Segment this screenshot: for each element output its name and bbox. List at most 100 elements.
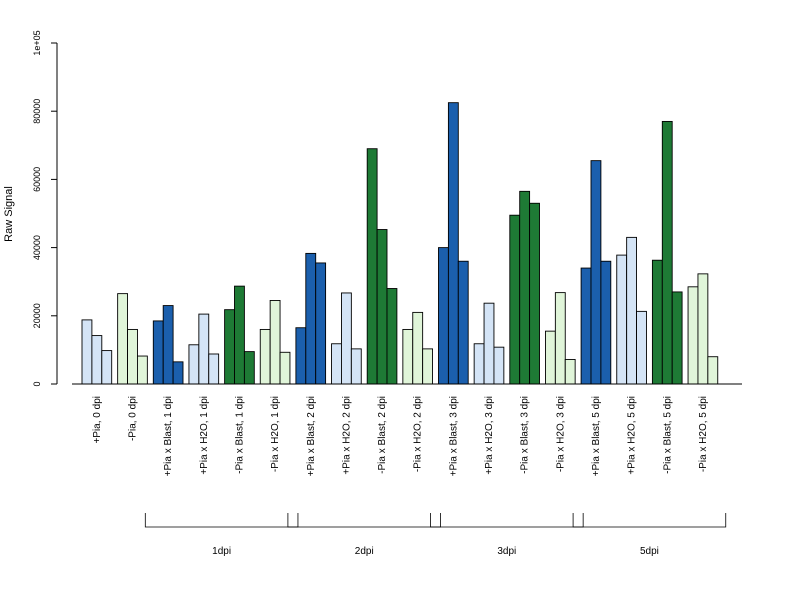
bar	[136, 355, 148, 385]
bar	[519, 190, 531, 385]
bar	[386, 288, 398, 385]
group-bracket: 1dpi	[144, 513, 299, 557]
y-tick-label: 80000	[32, 99, 42, 124]
category-label: +Pia x H2O, 1 dpi	[199, 396, 210, 475]
bars-layer	[81, 102, 719, 385]
bar	[91, 335, 103, 385]
bar	[224, 309, 235, 385]
bar	[305, 252, 317, 385]
category-label: -Pia x H2O, 3 dpi	[555, 396, 566, 472]
bar	[81, 319, 93, 385]
bar	[707, 356, 719, 385]
category-label: +Pia x H2O, 5 dpi	[627, 396, 638, 475]
bar	[616, 254, 628, 385]
bar	[590, 160, 602, 385]
bar	[198, 313, 210, 385]
bar	[600, 260, 612, 385]
bar	[127, 328, 138, 385]
bar	[509, 214, 521, 385]
bar	[376, 229, 388, 385]
bar-group	[687, 273, 719, 385]
bar	[447, 102, 459, 385]
bar	[366, 148, 378, 385]
bar	[438, 247, 449, 385]
bracket-line	[430, 513, 584, 528]
bar	[580, 267, 592, 385]
bar	[636, 310, 647, 385]
bar	[315, 262, 327, 385]
bar-group	[438, 102, 469, 385]
y-tick-label: 0	[32, 381, 42, 386]
category-label: +Pia x Blast, 2 dpi	[306, 396, 317, 476]
bar	[671, 291, 683, 385]
bar-group	[295, 252, 327, 385]
bar	[493, 346, 505, 385]
bar	[162, 305, 174, 385]
bar-group	[259, 300, 291, 385]
bracket-line	[572, 513, 727, 528]
bar	[234, 285, 245, 385]
bar	[341, 292, 352, 385]
bar-group	[81, 319, 113, 385]
category-label: -Pia, 0 dpi	[128, 396, 139, 441]
bar	[697, 273, 709, 385]
category-label: -Pia x Blast, 1 dpi	[234, 396, 245, 474]
bar	[331, 343, 342, 385]
bar-group	[331, 292, 362, 385]
bar	[188, 344, 200, 385]
bar	[259, 328, 271, 385]
bar	[279, 351, 291, 385]
category-label: -Pia x H2O, 5 dpi	[698, 396, 709, 472]
bar-group	[509, 190, 540, 385]
bar	[402, 328, 414, 385]
group-bracket: 5dpi	[572, 513, 727, 557]
y-tick-label: 60000	[32, 167, 42, 192]
category-label: +Pia x Blast, 3 dpi	[448, 396, 459, 476]
bar	[564, 358, 576, 385]
bar	[117, 293, 129, 385]
bar	[172, 361, 184, 385]
category-label: -Pia x Blast, 2 dpi	[377, 396, 388, 474]
category-label: -Pia x Blast, 3 dpi	[520, 396, 531, 474]
bar	[101, 350, 113, 385]
y-tick-label: 1e+05	[32, 30, 42, 55]
group-bracket: 2dpi	[287, 513, 441, 557]
bar	[473, 343, 485, 385]
bar	[208, 353, 220, 385]
bar-group	[366, 148, 398, 385]
bracket-line	[287, 513, 441, 528]
category-label: +Pia x Blast, 5 dpi	[591, 396, 602, 476]
bar-group	[651, 120, 683, 385]
bar-group	[473, 302, 505, 385]
group-label: 3dpi	[497, 546, 516, 557]
bar	[412, 311, 424, 385]
bar	[651, 259, 663, 385]
y-axis: 0 20000 40000 60000 80000 1e+05	[32, 30, 58, 387]
category-label: -Pia x H2O, 2 dpi	[413, 396, 424, 472]
bar-group	[580, 160, 612, 385]
bar	[661, 120, 673, 385]
bar	[269, 300, 281, 385]
group-label: 1dpi	[212, 546, 231, 557]
category-label: +Pia x H2O, 3 dpi	[484, 396, 495, 475]
bar	[687, 286, 699, 385]
bar-group	[616, 236, 647, 385]
y-tick-label: 20000	[32, 303, 42, 328]
bar	[626, 236, 638, 385]
bar	[457, 260, 469, 385]
bar	[554, 292, 566, 385]
bar-group	[545, 292, 576, 385]
bar-group	[152, 305, 184, 385]
group-brackets: 1dpi 2dpi 3dpi 5dpi	[144, 513, 727, 557]
category-label: +Pia x Blast, 1 dpi	[163, 396, 174, 476]
group-label: 2dpi	[355, 546, 374, 557]
bar	[483, 302, 495, 385]
bar	[152, 320, 164, 385]
category-label: -Pia x H2O, 1 dpi	[270, 396, 281, 472]
bar-group	[224, 285, 255, 385]
group-label: 5dpi	[640, 546, 659, 557]
bar	[545, 330, 556, 385]
category-label: +Pia, 0 dpi	[92, 396, 103, 444]
bar	[295, 327, 307, 385]
